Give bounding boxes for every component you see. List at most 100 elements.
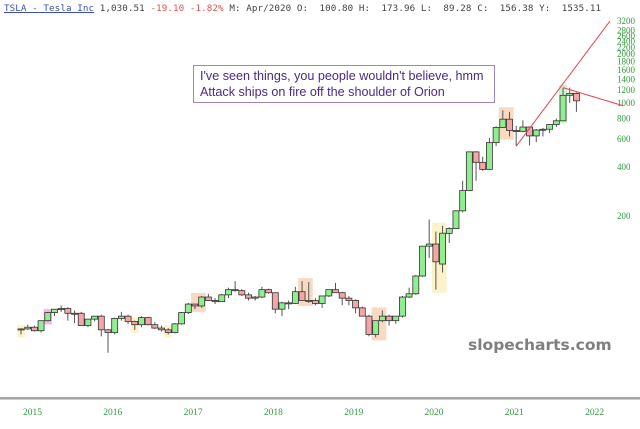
annotation-box[interactable]: I've seen things, you people wouldn't be… — [193, 65, 495, 103]
candle-up[interactable] — [539, 128, 547, 131]
candle-up[interactable] — [465, 151, 473, 191]
candle-down[interactable] — [526, 126, 533, 137]
candle-down[interactable] — [512, 130, 520, 132]
candle-down[interactable] — [358, 307, 366, 317]
candle-up[interactable] — [24, 326, 32, 330]
candle-up[interactable] — [225, 289, 232, 296]
candle-up[interactable] — [392, 315, 400, 322]
candle-down[interactable] — [285, 302, 293, 305]
candle-up[interactable] — [425, 243, 433, 247]
candle-up[interactable] — [278, 302, 286, 310]
candle-down[interactable] — [211, 300, 219, 303]
candle-down[interactable] — [385, 315, 393, 322]
candle-down[interactable] — [479, 161, 487, 170]
candle-up[interactable] — [251, 296, 259, 299]
candle-down[interactable] — [97, 315, 105, 331]
candle-up[interactable] — [138, 317, 145, 326]
candle-down[interactable] — [332, 289, 339, 294]
candle-up[interactable] — [499, 118, 507, 128]
candle-up[interactable] — [372, 320, 380, 335]
candle-up[interactable] — [532, 129, 540, 137]
candle-down[interactable] — [345, 297, 353, 301]
candle-up[interactable] — [559, 94, 567, 122]
candle-up[interactable] — [91, 315, 99, 320]
candle-down[interactable] — [506, 118, 513, 131]
open-label: O: — [296, 3, 309, 14]
y-axis-tick-label: 200 — [617, 211, 631, 221]
candle-down[interactable] — [104, 329, 112, 333]
candle-up[interactable] — [399, 296, 406, 317]
candle-down[interactable] — [204, 296, 212, 301]
candle-up[interactable] — [57, 308, 65, 310]
candle-up[interactable] — [305, 300, 313, 302]
candle-up[interactable] — [258, 289, 266, 298]
candle-down[interactable] — [124, 315, 132, 322]
close-label: C: — [477, 3, 489, 14]
candle-up[interactable] — [291, 291, 299, 304]
candle-up[interactable] — [318, 295, 326, 304]
candle-up[interactable] — [566, 92, 574, 96]
trendline[interactable] — [562, 87, 624, 107]
y-axis-tick-label: 2400 — [617, 36, 636, 46]
candle-up[interactable] — [218, 294, 226, 303]
candle-down[interactable] — [271, 292, 279, 310]
candle-up[interactable] — [452, 210, 460, 229]
candle-down[interactable] — [131, 321, 139, 326]
candle-down[interactable] — [265, 289, 272, 294]
candle-down[interactable] — [77, 312, 85, 326]
y-axis-tick-label: 2800 — [617, 26, 636, 36]
candle-up[interactable] — [111, 317, 119, 333]
candle-up[interactable] — [419, 245, 426, 277]
candle-up[interactable] — [171, 323, 179, 333]
candle-up[interactable] — [71, 312, 78, 315]
x-axis-tick-label: 2019 — [344, 408, 363, 418]
last-price: 1,030.51 — [99, 3, 145, 14]
candle-down[interactable] — [312, 300, 319, 304]
candle-down[interactable] — [352, 300, 359, 309]
candle-up[interactable] — [17, 328, 25, 331]
candle-up[interactable] — [198, 296, 206, 307]
candle-down[interactable] — [64, 308, 72, 314]
candle-down[interactable] — [158, 327, 165, 331]
candle-up[interactable] — [439, 232, 446, 265]
trendline[interactable] — [515, 20, 611, 147]
candle-down[interactable] — [472, 151, 480, 163]
candle-up[interactable] — [412, 275, 420, 295]
candle-up[interactable] — [51, 308, 58, 313]
candle-down[interactable] — [191, 303, 199, 307]
candle-up[interactable] — [84, 318, 92, 326]
candle-up[interactable] — [519, 126, 527, 132]
open-value: 100.80 — [319, 3, 354, 14]
candle-down[interactable] — [151, 324, 159, 329]
candle-down[interactable] — [30, 326, 38, 332]
candle-up[interactable] — [445, 228, 453, 234]
candle-down[interactable] — [432, 243, 440, 263]
candle-down[interactable] — [144, 317, 152, 326]
candle-up[interactable] — [486, 142, 493, 170]
candle-up[interactable] — [378, 315, 386, 322]
candle-down[interactable] — [298, 291, 306, 301]
candle-up[interactable] — [184, 303, 192, 313]
x-axis-tick-label: 2015 — [23, 408, 42, 418]
candle-up[interactable] — [459, 190, 467, 212]
candle-up[interactable] — [405, 293, 413, 298]
candle-up[interactable] — [552, 120, 560, 125]
quote-header: TSLA - Tesla Inc 1,030.51 -19.10 -1.82% … — [4, 3, 601, 14]
candle-down[interactable] — [245, 294, 252, 299]
candle-down[interactable] — [231, 289, 239, 292]
candle-up[interactable] — [546, 124, 554, 130]
candle-up[interactable] — [117, 315, 125, 319]
candle-up[interactable] — [492, 127, 500, 144]
candle-down[interactable] — [573, 92, 580, 102]
candle-down[interactable] — [365, 315, 373, 335]
candle-down[interactable] — [238, 290, 246, 296]
y-axis-tick-label: 800 — [617, 114, 631, 124]
symbol-link[interactable]: TSLA - Tesla Inc — [4, 3, 95, 14]
candle-up[interactable] — [37, 320, 45, 332]
candle-up[interactable] — [325, 289, 333, 297]
candle-up[interactable] — [44, 312, 52, 322]
candle-down[interactable] — [164, 329, 172, 333]
candle-up[interactable] — [178, 312, 186, 325]
candle-down[interactable] — [338, 292, 346, 299]
